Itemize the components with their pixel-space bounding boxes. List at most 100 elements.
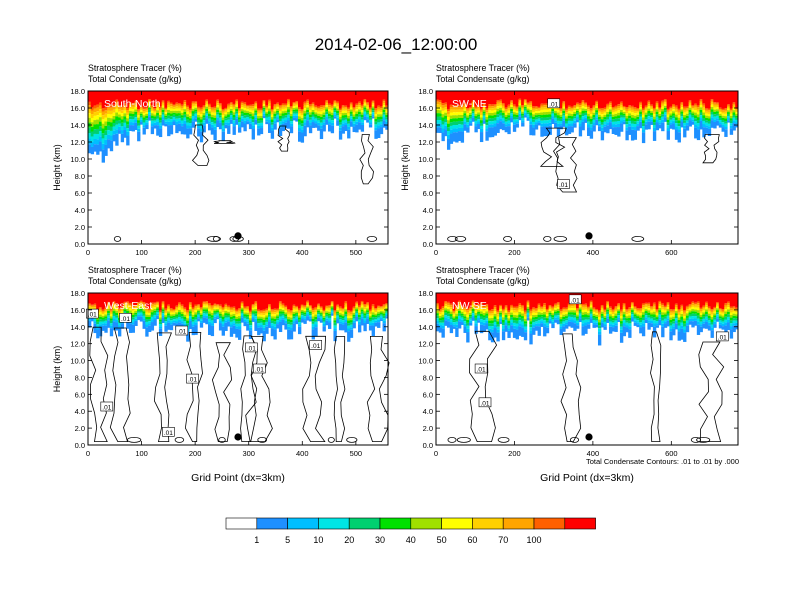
colorbar-label: 5	[285, 535, 290, 545]
contour-label: .01	[547, 98, 561, 109]
colorbar-swatch	[379, 517, 412, 530]
panel-south-north: South-North Stratosphere Tracer (%)Total …	[52, 63, 389, 257]
contour-blob	[113, 235, 122, 242]
colorbar-label: 70	[498, 535, 508, 545]
y-tick-label: 16.0	[70, 306, 85, 315]
colorbar: 1 5 10 20 30 40 50 60 70 100	[225, 517, 596, 545]
y-tick-label: 8.0	[75, 373, 85, 382]
y-tick-label: 2.0	[423, 424, 433, 433]
colorbar-label: 1	[254, 535, 259, 545]
y-tick-label: 14.0	[418, 323, 433, 332]
contour-line	[650, 331, 662, 442]
contour-label: .01	[175, 325, 189, 336]
contour-blob	[569, 436, 580, 443]
condensate-contours	[447, 127, 720, 242]
colorbar-swatch	[533, 517, 566, 530]
contour-blob	[447, 235, 458, 242]
condensate-contours	[89, 326, 390, 443]
y-tick-label: 16.0	[70, 104, 85, 113]
contour-line	[277, 125, 290, 152]
panel-title-line2: Total Condensate (g/kg)	[88, 74, 181, 84]
x-tick-label: 400	[587, 248, 600, 257]
x-tick-label: 200	[508, 449, 521, 458]
contour-label-box	[557, 179, 570, 189]
contour-line	[109, 327, 131, 442]
colorbar-swatch	[564, 517, 596, 530]
contour-blob	[696, 436, 711, 443]
contour-label-box	[715, 331, 729, 342]
tracer-field	[88, 91, 388, 163]
y-tick-label: 4.0	[75, 407, 85, 416]
contour-label-text: .01	[88, 312, 97, 319]
location-marker	[234, 433, 242, 441]
contour-blob	[327, 436, 335, 443]
contour-blob	[447, 436, 457, 443]
contour-label-text: .01	[718, 334, 727, 341]
contour-label: .01	[557, 179, 570, 189]
colorbar-label: 30	[375, 535, 385, 545]
contour-label-box	[547, 98, 561, 109]
contour-label-text: .01	[559, 182, 568, 189]
panel-title-line2: Total Condensate (g/kg)	[436, 74, 529, 84]
y-tick-label: 10.0	[418, 155, 433, 164]
contour-label-box	[86, 308, 99, 319]
contour-label-text: .01	[311, 343, 320, 350]
y-tick-label: 4.0	[423, 407, 433, 416]
tracer-field	[88, 293, 388, 342]
contour-label: .01	[119, 312, 132, 323]
contour-blob	[543, 235, 552, 242]
panel-title-line2: Total Condensate (g/kg)	[436, 276, 529, 286]
contour-label-box	[186, 373, 199, 384]
contour-line	[469, 330, 498, 442]
contour-line	[191, 124, 210, 166]
contour-footnote: Total Condensate Contours: .01 to .01 by…	[586, 457, 739, 466]
y-tick-label: 2.0	[75, 223, 85, 232]
x-tick-label: 300	[242, 449, 255, 458]
y-tick-label: 14.0	[70, 323, 85, 332]
contour-line	[213, 140, 236, 144]
panel-nw-se: .01 .01 .01 .01 NW-SE Stratosphere Tracer (%)…	[418, 265, 739, 484]
y-tick-label: 18.0	[70, 289, 85, 298]
contour-label-box	[245, 342, 258, 353]
contour-blob	[126, 436, 142, 443]
contour-label-text: .01	[164, 430, 173, 437]
contour-blob	[218, 436, 226, 443]
y-tick-label: 6.0	[75, 189, 85, 198]
condensate-contours	[113, 124, 378, 242]
contour-blob	[631, 235, 645, 242]
panel-name: South-North	[104, 98, 161, 110]
plot-frame	[435, 90, 739, 245]
location-marker	[585, 232, 593, 240]
panel-title-line1: Stratosphere Tracer (%)	[436, 63, 530, 73]
panel-title-line1: Stratosphere Tracer (%)	[88, 63, 182, 73]
panel-title-line1: Stratosphere Tracer (%)	[88, 265, 182, 275]
x-tick-label: 500	[350, 449, 363, 458]
y-tick-label: 8.0	[75, 172, 85, 181]
contour-label: .01	[162, 426, 175, 437]
contour-blob	[503, 235, 513, 242]
contour-label-box	[119, 312, 132, 323]
x-tick-label: 100	[135, 449, 148, 458]
y-tick-label: 8.0	[423, 172, 433, 181]
contour-blob	[366, 235, 378, 242]
plot-frame	[87, 90, 389, 245]
plot-frame	[87, 292, 389, 446]
y-axis-label: Height (km)	[52, 346, 62, 393]
y-tick-label: 6.0	[423, 390, 433, 399]
y-axis-label: Height (km)	[52, 144, 62, 191]
contour-label-box	[478, 397, 492, 408]
y-tick-label: 12.0	[418, 340, 433, 349]
y-tick-label: 0.0	[75, 240, 85, 249]
x-tick-label: 400	[296, 248, 309, 257]
contour-label-text: .01	[177, 329, 186, 336]
colorbar-swatch	[410, 517, 442, 530]
y-tick-label: 0.0	[423, 240, 433, 249]
colorbar-swatch	[502, 517, 535, 530]
colorbar-label: 40	[406, 535, 416, 545]
contour-label: .01	[715, 331, 729, 342]
y-tick-label: 6.0	[423, 189, 433, 198]
contour-line	[366, 336, 390, 442]
panel-title-line1: Stratosphere Tracer (%)	[436, 265, 530, 275]
contour-label-text: .01	[247, 345, 256, 352]
contour-label-text: .01	[255, 367, 264, 374]
